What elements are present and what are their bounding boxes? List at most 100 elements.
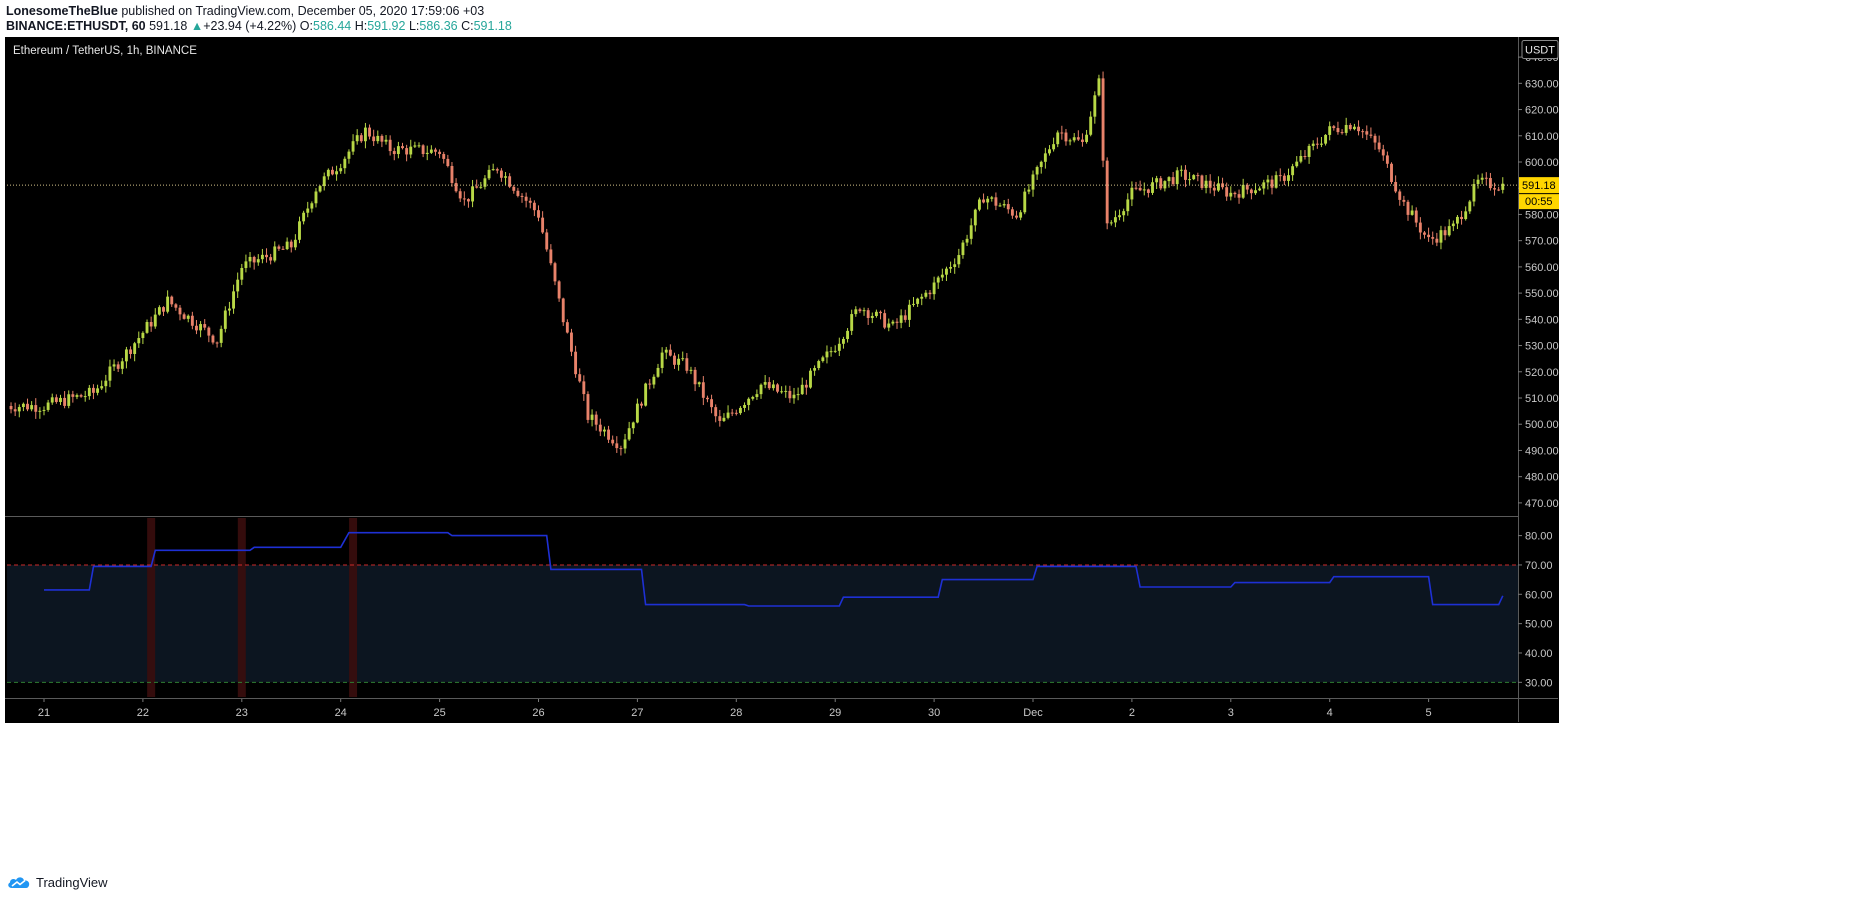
candle-body — [1324, 134, 1328, 144]
candle-body — [409, 146, 413, 155]
candle-body — [829, 351, 833, 353]
candle-body — [710, 399, 714, 408]
candle-body — [668, 349, 672, 356]
candle-body — [1027, 189, 1031, 192]
candle-body — [396, 146, 400, 155]
time-label: 25 — [433, 707, 445, 719]
candle-body — [137, 338, 141, 344]
close-value: 591.18 — [473, 19, 512, 33]
candle-body — [458, 191, 462, 199]
candle-body — [1381, 149, 1385, 156]
candle-body — [232, 291, 236, 309]
candle-body — [957, 255, 961, 265]
candle-body — [1097, 78, 1101, 96]
candle-body — [293, 239, 297, 248]
candle-body — [1216, 183, 1220, 191]
candle-body — [1146, 189, 1150, 193]
price-tick-label: 490.00 — [1525, 445, 1559, 457]
candle-body — [442, 154, 446, 159]
candle-body — [1472, 184, 1476, 202]
candle-body — [648, 383, 652, 385]
candle-body — [1204, 180, 1208, 188]
candle-body — [339, 168, 343, 172]
candle-body — [273, 246, 277, 261]
candle-body — [1476, 179, 1480, 185]
candle-body — [417, 145, 421, 147]
candle-body — [475, 186, 479, 188]
candle-body — [166, 296, 170, 312]
candle-body — [796, 394, 800, 396]
candle-body — [945, 268, 948, 275]
candle-body — [281, 248, 285, 250]
candle-body — [866, 310, 870, 318]
low-label: L: — [408, 19, 420, 33]
candle-body — [928, 292, 932, 295]
price-tick-label: 580.00 — [1525, 209, 1559, 221]
candle-body — [1291, 166, 1295, 176]
candle-body — [644, 383, 648, 406]
candle-body — [17, 407, 21, 412]
time-label: 26 — [532, 707, 544, 719]
candle-body — [879, 311, 882, 314]
candle-body — [1151, 182, 1154, 193]
candle-body — [108, 366, 112, 381]
candle-body — [652, 376, 656, 385]
candle-body — [907, 304, 911, 320]
candle-body — [1423, 232, 1426, 235]
time-label: 2 — [1129, 707, 1135, 719]
candle-body — [1167, 177, 1171, 182]
candle-body — [656, 367, 660, 377]
candle-body — [961, 242, 965, 256]
high-label: H: — [354, 19, 368, 33]
candle-body — [405, 148, 409, 155]
rsi-tick-label: 60.00 — [1525, 589, 1553, 601]
candle-body — [1373, 135, 1377, 143]
candle-body — [499, 170, 503, 178]
price-chart[interactable]: 640.00630.00620.00610.00600.00590.00580.… — [0, 0, 1866, 870]
candle-body — [1361, 131, 1365, 133]
candle-body — [545, 232, 549, 250]
candle-body — [1488, 178, 1492, 189]
rsi-tick-label: 40.00 — [1525, 648, 1553, 660]
candle-body — [607, 429, 610, 440]
candle-body — [1196, 175, 1200, 177]
candle-body — [631, 422, 635, 429]
high-value: 591.92 — [367, 19, 406, 33]
time-label: 21 — [38, 707, 50, 719]
candle-body — [306, 208, 310, 213]
candle-body — [479, 186, 483, 188]
chart-header: LonesomeTheBlue published on TradingView… — [6, 4, 512, 34]
price-tick-label: 610.00 — [1525, 131, 1559, 143]
candle-body — [1418, 222, 1422, 233]
candle-body — [170, 296, 174, 305]
candle-body — [1015, 215, 1018, 218]
candle-body — [1118, 215, 1121, 218]
open-value: 586.44 — [313, 19, 352, 33]
candle-body — [730, 412, 734, 414]
candle-body — [1113, 217, 1117, 223]
footer-brand[interactable]: TradingView — [36, 874, 108, 890]
candle-body — [483, 178, 487, 187]
candle-body — [384, 139, 388, 142]
candle-body — [1344, 124, 1348, 133]
candle-body — [438, 151, 442, 155]
candle-body — [891, 321, 895, 324]
author-name[interactable]: LonesomeTheBlue — [6, 4, 118, 18]
candle-body — [1369, 134, 1373, 136]
candle-body — [520, 195, 524, 197]
candle-body — [1484, 177, 1488, 179]
candle-body — [1266, 179, 1270, 183]
time-label: 4 — [1327, 707, 1333, 719]
price-tick-label: 630.00 — [1525, 78, 1559, 90]
candle-body — [190, 315, 194, 326]
candle-body — [133, 343, 137, 354]
candle-body — [800, 384, 804, 395]
candle-body — [841, 338, 845, 344]
time-label: 3 — [1228, 707, 1234, 719]
tradingview-cloud-icon[interactable] — [6, 874, 32, 890]
candle-body — [1184, 169, 1187, 180]
candle-body — [528, 200, 532, 203]
currency-badge[interactable] — [1521, 40, 1559, 59]
candle-body — [792, 394, 796, 399]
candle-body — [207, 327, 211, 336]
